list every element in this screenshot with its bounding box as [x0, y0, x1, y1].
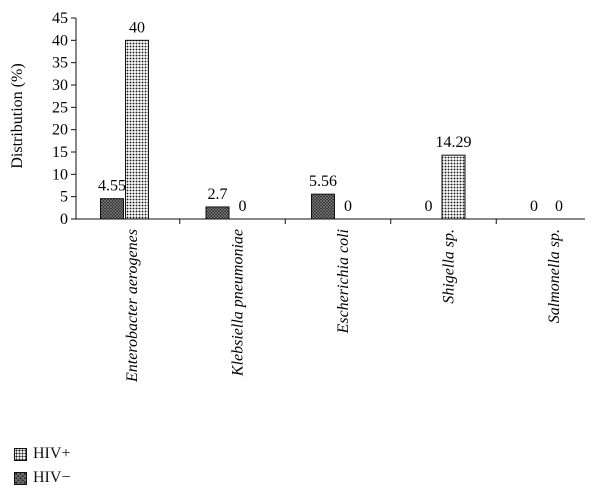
y-tick-label: 0 — [60, 211, 68, 228]
y-tick-label: 5 — [60, 189, 68, 206]
y-tick-label: 30 — [52, 77, 68, 94]
category-label: Shigella sp. — [441, 229, 458, 304]
y-tick-label: 35 — [52, 55, 68, 72]
bars — [100, 39, 466, 220]
data-label-hiv-negative: 2.7 — [208, 186, 228, 203]
data-label-hiv-negative: 0 — [530, 198, 538, 215]
y-axis-title: Distribution (%) — [9, 63, 26, 168]
data-label-hiv-positive: 0 — [555, 198, 563, 215]
legend-swatch-hiv-negative — [14, 471, 27, 485]
category-label: Enterobacter aerogenes — [124, 229, 141, 383]
legend-label-hiv-positive: HIV+ — [33, 445, 71, 462]
bar-hiv-negative — [205, 206, 230, 220]
y-tick-label: 10 — [52, 166, 68, 183]
y-tick-label: 45 — [52, 10, 68, 27]
data-label-hiv-positive: 40 — [129, 19, 145, 36]
bar-hiv-positive — [125, 39, 149, 220]
data-label-hiv-negative: 5.56 — [309, 173, 337, 190]
y-tick-label: 15 — [52, 144, 68, 161]
axes — [75, 18, 585, 224]
legend-swatch-hiv-positive — [14, 447, 27, 461]
data-label-hiv-negative: 0 — [425, 198, 433, 215]
legend-label-hiv-negative: HIV− — [33, 469, 71, 486]
legend-item-hiv-positive: HIV+ — [14, 442, 70, 466]
data-label-hiv-positive: 14.29 — [436, 134, 472, 151]
data-label-hiv-positive: 0 — [239, 198, 247, 215]
y-ticks: 0 5 10 15 20 25 30 35 40 45 — [52, 10, 76, 228]
y-tick-label: 20 — [52, 122, 68, 139]
bar-hiv-positive — [441, 154, 466, 220]
data-label-hiv-negative: 4.55 — [98, 178, 126, 195]
category-label: Klebsiella pneumoniae — [230, 229, 247, 377]
bar-hiv-negative — [311, 193, 335, 220]
category-label: Escherichia coli — [335, 229, 352, 334]
category-label: Salmonella sp. — [546, 229, 563, 323]
legend-item-hiv-negative: HIV− — [14, 466, 70, 490]
y-tick-label: 40 — [52, 32, 68, 49]
bar-hiv-negative — [100, 198, 124, 220]
category-labels: Enterobacter aerogenes Klebsiella pneumon… — [124, 229, 563, 383]
y-tick-label: 25 — [52, 99, 68, 116]
legend: HIV+ HIV− — [14, 442, 70, 490]
data-label-hiv-positive: 0 — [344, 198, 352, 215]
